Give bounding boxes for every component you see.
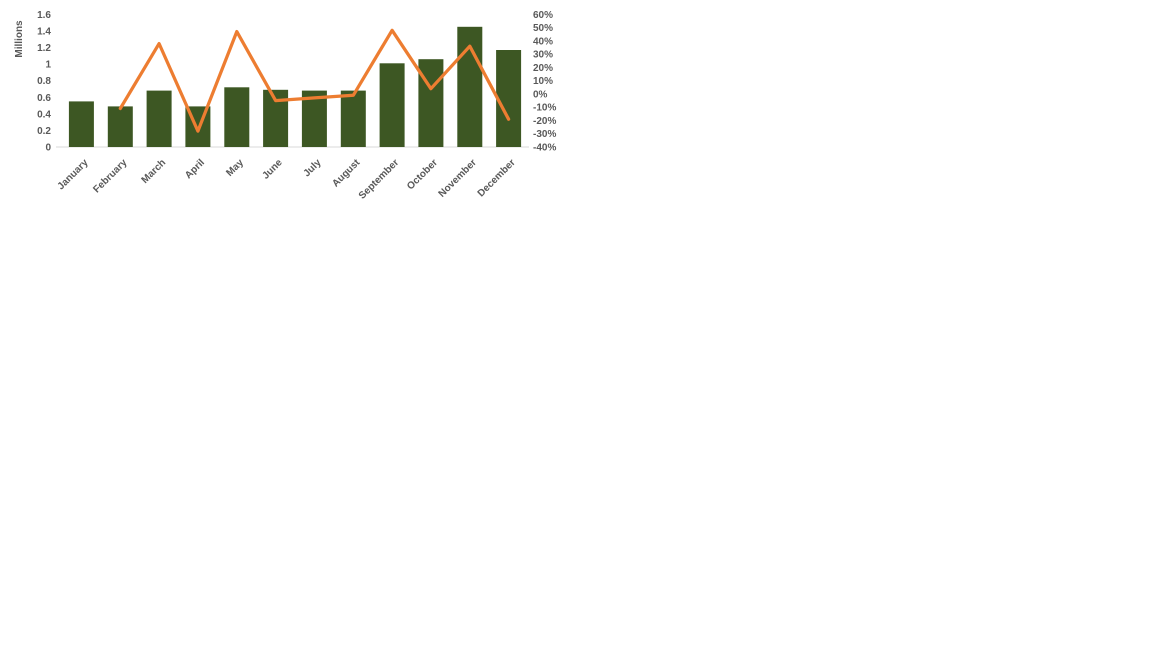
x-axis-label: May bbox=[224, 157, 246, 179]
x-axis-label: October bbox=[405, 157, 440, 192]
x-axis-label: February bbox=[91, 157, 129, 195]
x-axis-label: August bbox=[330, 157, 363, 190]
right-axis-tick-label: 30% bbox=[533, 50, 553, 61]
x-axis-label: June bbox=[260, 157, 285, 182]
line-series[interactable] bbox=[118, 28, 511, 133]
bar-december[interactable] bbox=[496, 50, 522, 147]
left-axis-tick-label: 1.6 bbox=[37, 10, 51, 21]
left-axis-tick-label: 0 bbox=[45, 143, 51, 154]
x-axis-label: January bbox=[56, 157, 91, 192]
left-axis-tick-label: 0.2 bbox=[37, 126, 51, 137]
bar-september[interactable] bbox=[379, 63, 405, 147]
right-axis-tick-label: 20% bbox=[533, 63, 553, 74]
right-axis-tick-label: 50% bbox=[533, 23, 553, 34]
left-axis-tick-label: 0.8 bbox=[37, 76, 51, 87]
x-axis-label: July bbox=[302, 157, 324, 179]
x-axis-label: November bbox=[437, 157, 479, 199]
left-axis-tick-label: 1.2 bbox=[37, 43, 51, 54]
combo-chart: 0 0.2 0.4 0.6 0.8 1 1.2 1.4 1.6 -40% -30% -20% -10% 0… bbox=[0, 0, 580, 215]
right-axis-tick-label: -30% bbox=[533, 129, 556, 140]
left-axis-title: Millions bbox=[14, 20, 25, 58]
left-axis-tick-label: 1 bbox=[45, 60, 51, 71]
right-axis-tick-label: 60% bbox=[533, 10, 553, 21]
bar-august[interactable] bbox=[340, 90, 366, 147]
bar-october[interactable] bbox=[418, 59, 444, 148]
left-axis-tick-label: 0.4 bbox=[37, 109, 51, 120]
bar-march[interactable] bbox=[146, 90, 172, 147]
right-axis-tick-label: -20% bbox=[533, 116, 556, 127]
x-axis-label: December bbox=[476, 157, 518, 199]
right-axis-tick-label: 10% bbox=[533, 76, 553, 87]
left-axis-tick-label: 0.6 bbox=[37, 93, 51, 104]
x-axis-label: April bbox=[183, 157, 207, 181]
combo-chart-svg[interactable]: 0 0.2 0.4 0.6 0.8 1 1.2 1.4 1.6 -40% -30% -20% -10% 0… bbox=[0, 0, 580, 215]
right-axis-tick-label: 40% bbox=[533, 36, 553, 47]
x-axis-label: September bbox=[357, 157, 401, 201]
bar-february[interactable] bbox=[107, 106, 133, 147]
right-axis-tick-label: -10% bbox=[533, 103, 556, 114]
right-axis-tick-label: -40% bbox=[533, 143, 556, 154]
bar-january[interactable] bbox=[68, 101, 94, 147]
bar-may[interactable] bbox=[224, 87, 250, 147]
left-axis-tick-label: 1.4 bbox=[37, 27, 51, 38]
right-axis-tick-label: 0% bbox=[533, 90, 548, 101]
x-axis-label: March bbox=[140, 157, 169, 186]
